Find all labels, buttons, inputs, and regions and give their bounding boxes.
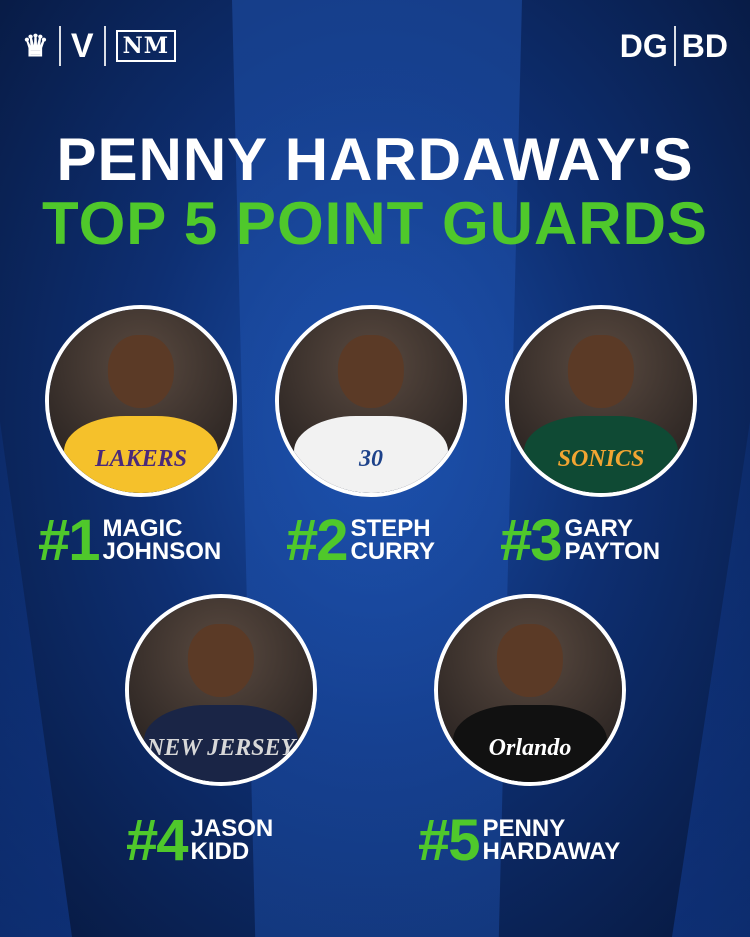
player-photo: LAKERS xyxy=(45,305,237,497)
new-media-logo: NM xyxy=(115,30,177,62)
last-name: KIDD xyxy=(190,838,250,865)
player-head xyxy=(337,334,405,409)
player-name: STEPH CURRY xyxy=(350,515,435,565)
partner-logos-left: ♛ V NM xyxy=(22,26,177,66)
player-photo: NEW JERSEY xyxy=(125,594,317,786)
player-head xyxy=(107,334,175,409)
rank-number: #3 xyxy=(500,508,562,573)
player-jersey: NEW JERSEY xyxy=(143,704,299,782)
draftkings-crown-logo: ♛ xyxy=(22,28,49,64)
player-label: #3 GARY PAYTON xyxy=(500,512,660,570)
player-label: #5 PENNY HARDAWAY xyxy=(418,812,620,870)
divider xyxy=(673,26,676,66)
player-name: JASON KIDD xyxy=(190,815,274,865)
last-name: HARDAWAY xyxy=(482,838,621,865)
rank-number: #2 xyxy=(286,508,348,573)
player-photo: Orlando xyxy=(434,594,626,786)
bd-logo: BD xyxy=(681,27,728,64)
dg-logo: DG xyxy=(619,27,668,64)
first-name: STEPH xyxy=(350,515,431,543)
player-photo: SONICS xyxy=(505,305,697,497)
first-name: JASON xyxy=(190,815,274,843)
player-jersey: 30 xyxy=(293,415,449,493)
divider xyxy=(58,26,61,66)
title-line-1: PENNY HARDAWAY'S xyxy=(56,126,694,193)
player-head xyxy=(187,623,255,698)
player-jersey: Orlando xyxy=(452,704,608,782)
player-label: #2 STEPH CURRY xyxy=(286,512,435,570)
player-head xyxy=(567,334,635,409)
first-name: MAGIC xyxy=(102,515,183,543)
player-name: MAGIC JOHNSON xyxy=(102,515,222,565)
first-name: GARY xyxy=(564,515,633,543)
last-name: CURRY xyxy=(350,538,435,565)
last-name: JOHNSON xyxy=(102,538,222,565)
rank-number: #5 xyxy=(418,808,480,873)
rank-number: #4 xyxy=(126,808,188,873)
player-name: PENNY HARDAWAY xyxy=(482,815,621,865)
player-head xyxy=(496,623,564,698)
player-label: #1 MAGIC JOHNSON xyxy=(38,512,221,570)
player-name: GARY PAYTON xyxy=(564,515,661,565)
rank-number: #1 xyxy=(38,508,100,573)
player-photo: 30 xyxy=(275,305,467,497)
last-name: PAYTON xyxy=(564,538,661,565)
player-jersey: LAKERS xyxy=(63,415,219,493)
first-name: PENNY xyxy=(482,815,566,843)
player-label: #4 JASON KIDD xyxy=(126,812,273,870)
v-logo: V xyxy=(70,26,94,65)
player-jersey: SONICS xyxy=(523,415,679,493)
title-line-2: TOP 5 POINT GUARDS xyxy=(42,190,708,257)
divider xyxy=(103,26,106,66)
partner-logos-right: DG BD xyxy=(620,26,728,66)
